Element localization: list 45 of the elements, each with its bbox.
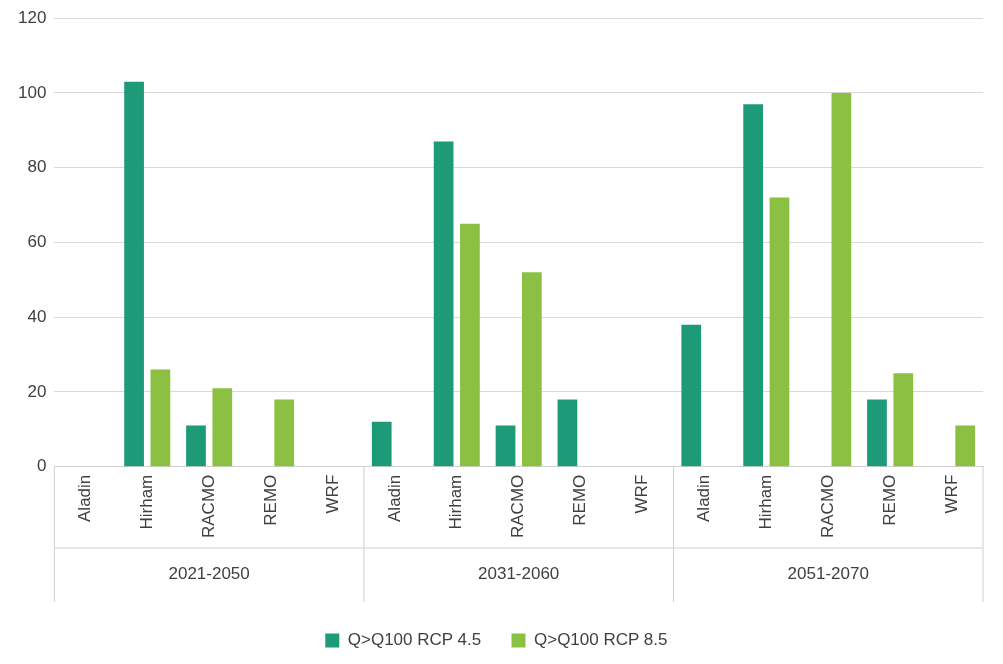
bar xyxy=(743,104,764,467)
x-tick-label: Hirham xyxy=(756,474,776,530)
text: 2031-2060 xyxy=(478,563,560,583)
bar xyxy=(460,223,480,467)
bar xyxy=(867,399,887,467)
bar xyxy=(124,81,144,467)
x-tick-label: RACMO xyxy=(198,474,218,538)
bar xyxy=(769,197,790,467)
bar xyxy=(495,425,516,467)
bar xyxy=(150,369,171,467)
bar xyxy=(681,324,702,467)
x-tick-label: REMO xyxy=(879,474,899,526)
bar xyxy=(521,272,542,467)
y-tick-label: 40 xyxy=(27,306,47,326)
legend-label: Q>Q100 RCP 4.5 xyxy=(347,630,482,650)
bar xyxy=(893,373,914,467)
bar xyxy=(557,399,578,467)
x-tick-label: REMO xyxy=(570,474,590,526)
bar xyxy=(955,425,976,467)
x-tick-label: Hirham xyxy=(136,474,156,530)
bar xyxy=(212,388,233,467)
bar xyxy=(274,399,295,467)
legend-label: Q>Q100 RCP 8.5 xyxy=(534,630,668,650)
x-tick-label: WRF xyxy=(632,474,652,514)
y-tick-label: 80 xyxy=(27,157,47,177)
bar xyxy=(831,92,852,467)
x-tick-label: Aladin xyxy=(384,474,404,522)
y-tick-label: 120 xyxy=(17,7,47,27)
text: 2021-2050 xyxy=(168,563,250,583)
y-tick-label: 100 xyxy=(17,82,47,102)
x-tick-label: Aladin xyxy=(694,474,714,522)
x-tick-label: Aladin xyxy=(75,474,95,522)
x-tick-label: REMO xyxy=(260,474,280,526)
y-tick-label: 0 xyxy=(36,456,47,476)
bar xyxy=(371,421,392,467)
x-tick-label: RACMO xyxy=(817,474,837,538)
x-tick-label: WRF xyxy=(941,474,961,514)
y-tick-label: 20 xyxy=(27,381,47,401)
y-tick-label: 60 xyxy=(27,232,47,252)
bar xyxy=(433,141,454,467)
x-tick-label: WRF xyxy=(322,474,342,514)
text: 2051-2070 xyxy=(787,563,869,583)
x-tick-label: Hirham xyxy=(446,474,466,530)
x-tick-label: RACMO xyxy=(508,474,528,538)
bar xyxy=(186,425,206,467)
